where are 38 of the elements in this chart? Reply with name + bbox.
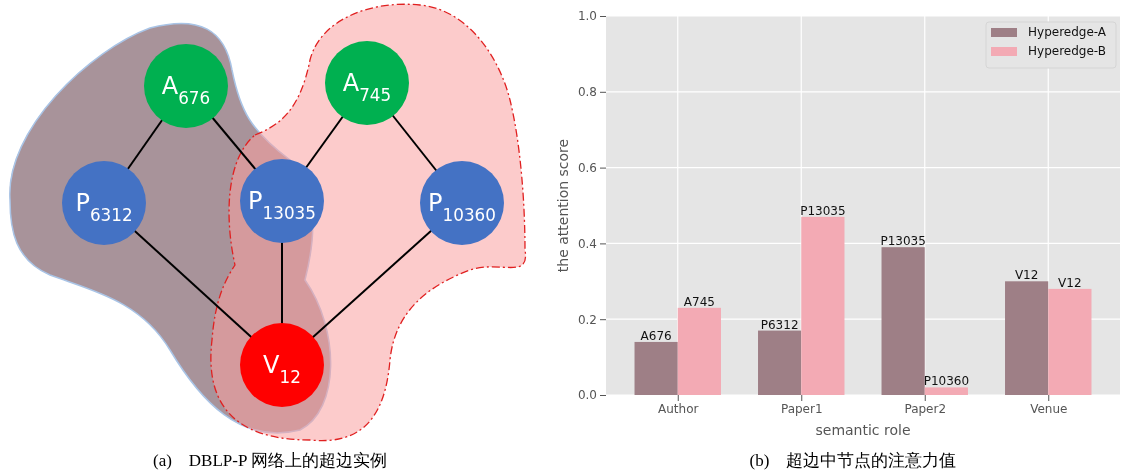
y-tick-label: 0.0 xyxy=(577,388,597,403)
y-tick-label: 0.2 xyxy=(577,312,597,327)
bar xyxy=(1005,281,1049,395)
bar xyxy=(634,341,678,395)
text: P$_{13035}$ xyxy=(248,187,316,223)
text: P$_{10360}$ xyxy=(428,189,496,225)
x-tick-label: Venue xyxy=(1030,401,1068,416)
data-label: P10360 xyxy=(923,374,970,389)
text: A$_{676}$ xyxy=(161,72,211,108)
data-label: P13035 xyxy=(880,234,926,249)
bar xyxy=(881,247,925,395)
y-tick-label: 1.0 xyxy=(577,9,597,24)
text: P$_{6312}$ xyxy=(75,189,133,225)
x-axis-title: semantic role xyxy=(815,422,911,438)
text: (b) 超边中节点的注意力值 xyxy=(749,451,957,470)
bar xyxy=(1048,288,1092,395)
data-label: P6312 xyxy=(760,317,799,332)
data-label: P13035 xyxy=(800,203,846,218)
data-label: V12 xyxy=(1014,268,1039,283)
y-tick-label: 0.6 xyxy=(577,160,597,175)
data-label: V12 xyxy=(1058,275,1082,290)
bar xyxy=(801,216,845,395)
bar xyxy=(758,330,802,395)
bar xyxy=(924,387,968,395)
y-tick-label: 0.8 xyxy=(577,85,597,100)
text: V$_{12}$ xyxy=(263,351,301,387)
x-tick-label: Paper1 xyxy=(780,401,823,416)
bar xyxy=(677,307,721,395)
x-tick-label: Paper2 xyxy=(904,401,947,416)
text: A$_{745}$ xyxy=(342,69,392,105)
text: (a) DBLP-P 网络上的超边实例 xyxy=(152,451,388,470)
y-tick-label: 0.4 xyxy=(577,236,597,251)
y-axis-title: the attention score xyxy=(555,138,571,273)
legend-label: Hyperedge-B xyxy=(1028,44,1106,58)
x-tick-label: Author xyxy=(658,401,699,416)
legend-label: Hyperedge-A xyxy=(1028,25,1107,39)
data-label: A676 xyxy=(640,328,672,343)
data-label: A745 xyxy=(683,294,715,309)
